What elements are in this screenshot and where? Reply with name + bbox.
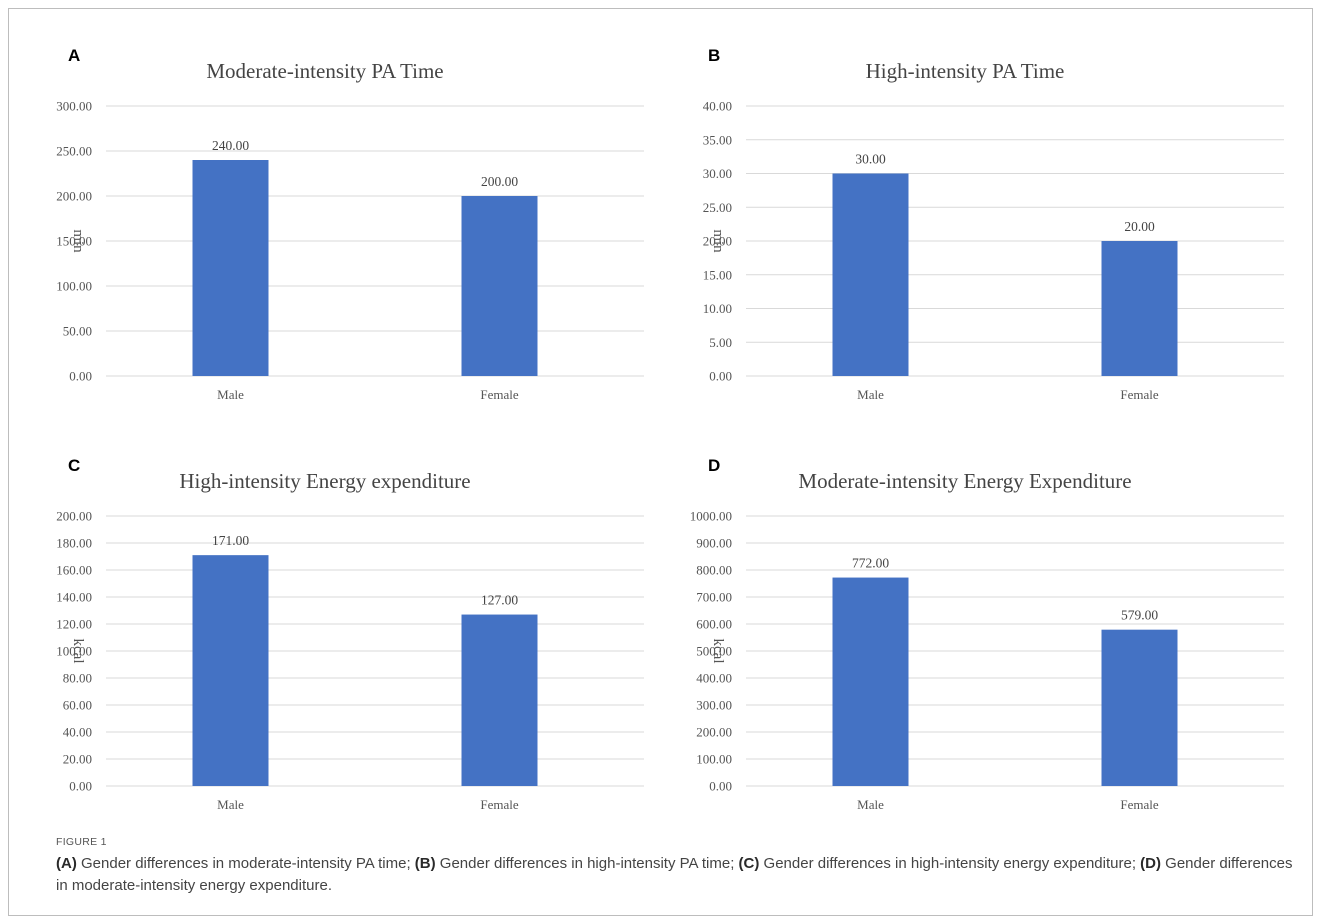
y-axis-label-d: kcal xyxy=(710,639,726,664)
y-tick-label-c-1: 20.00 xyxy=(63,752,92,767)
y-tick-label-b-7: 35.00 xyxy=(703,132,732,147)
y-tick-label-d-1: 100.00 xyxy=(696,752,732,767)
bar-chart-b: High-intensity PA Time 0.00 5.00 10.00 15.00… xyxy=(703,59,1284,402)
caption-tag-c: (C) xyxy=(738,855,760,872)
y-axis-label-b: min xyxy=(710,229,726,253)
x-tick-label-b-0: Male xyxy=(857,387,884,402)
chart-title-a: Moderate-intensity PA Time xyxy=(206,59,443,83)
y-tick-label-c-4: 80.00 xyxy=(63,671,92,686)
data-label-d-1: 579.00 xyxy=(1121,608,1158,623)
bar-d-male xyxy=(832,577,909,786)
panel-letter-a: A xyxy=(68,46,81,65)
y-tick-label-d-7: 700.00 xyxy=(696,590,732,605)
chart-panel-c: C High-intensity Energy expenditure 0.00 2… xyxy=(10,452,650,857)
y-tick-label-c-0: 0.00 xyxy=(69,779,92,794)
y-tick-label-b-6: 30.00 xyxy=(703,166,732,181)
data-label-c-1: 127.00 xyxy=(481,593,518,608)
data-label-b-0: 30.00 xyxy=(855,152,886,167)
y-tick-label-c-8: 160.00 xyxy=(56,563,92,578)
data-label-a-0: 240.00 xyxy=(212,138,249,153)
y-axis-label-a: min xyxy=(70,229,86,253)
caption-tag-d: (D) xyxy=(1140,855,1161,872)
x-tick-label-c-1: Female xyxy=(480,797,518,812)
y-tick-label-a-0: 0.00 xyxy=(69,369,92,384)
y-tick-label-c-6: 120.00 xyxy=(56,617,92,632)
y-tick-label-a-6: 300.00 xyxy=(56,99,92,114)
x-tick-label-a-0: Male xyxy=(217,387,244,402)
chart-title-b: High-intensity PA Time xyxy=(866,59,1065,83)
y-tick-label-b-8: 40.00 xyxy=(703,99,732,114)
y-tick-label-d-3: 300.00 xyxy=(696,698,732,713)
panel-letter-c: C xyxy=(68,456,81,475)
y-tick-label-c-7: 140.00 xyxy=(56,590,92,605)
y-tick-label-d-0: 0.00 xyxy=(709,779,732,794)
caption-part-c: Gender differences in high-intensity ene… xyxy=(759,855,1141,872)
x-tick-label-d-0: Male xyxy=(857,797,884,812)
data-label-b-1: 20.00 xyxy=(1124,219,1155,234)
y-axis-label-c: kcal xyxy=(70,639,86,664)
caption-tag-b: (B) xyxy=(414,855,436,872)
y-tick-label-a-3: 150.00 xyxy=(56,234,92,249)
bar-chart-c: High-intensity Energy expenditure 0.00 20.… xyxy=(56,469,644,812)
y-tick-label-c-5: 100.00 xyxy=(56,644,92,659)
y-tick-label-b-1: 5.00 xyxy=(709,335,732,350)
chart-panel-b: B High-intensity PA Time 0.00 5.00 10.00 15.… xyxy=(650,42,1290,447)
caption-part-a: Gender differences in moderate-intensity… xyxy=(76,855,415,872)
bar-b-female xyxy=(1101,241,1178,376)
y-tick-label-b-2: 10.00 xyxy=(703,301,732,316)
chart-title-d: Moderate-intensity Energy Expenditure xyxy=(798,469,1131,493)
data-label-a-1: 200.00 xyxy=(481,174,518,189)
bar-a-male xyxy=(192,160,269,376)
x-tick-label-b-1: Female xyxy=(1120,387,1158,402)
data-label-d-0: 772.00 xyxy=(852,556,889,571)
data-label-c-0: 171.00 xyxy=(212,533,249,548)
caption-part-d: Gender differences in moderate-intensity… xyxy=(56,855,1293,894)
y-tick-label-a-1: 50.00 xyxy=(63,324,92,339)
y-tick-label-d-6: 600.00 xyxy=(696,617,732,632)
y-tick-label-d-5: 500.00 xyxy=(696,644,732,659)
y-tick-label-b-3: 15.00 xyxy=(703,267,732,282)
y-tick-label-c-2: 40.00 xyxy=(63,725,92,740)
panel-letter-b: B xyxy=(708,46,721,65)
y-tick-label-d-4: 400.00 xyxy=(696,671,732,686)
x-tick-label-d-1: Female xyxy=(1120,797,1158,812)
figure-label: FIGURE 1 xyxy=(56,836,107,848)
caption-text: (A) Gender differences in moderate-inten… xyxy=(56,853,1296,897)
chart-panel-a: A Moderate-intensity PA Time 0.00 50.00 100… xyxy=(10,42,650,447)
x-tick-label-c-0: Male xyxy=(217,797,244,812)
caption-part-b: Gender differences in high-intensity PA … xyxy=(435,855,739,872)
y-tick-label-d-10: 1000.00 xyxy=(690,509,732,524)
y-tick-label-a-4: 200.00 xyxy=(56,189,92,204)
y-tick-label-d-9: 900.00 xyxy=(696,536,732,551)
bar-c-female xyxy=(461,614,538,786)
bar-chart-d: Moderate-intensity Energy Expenditure 0.0… xyxy=(690,469,1284,812)
bar-c-male xyxy=(192,555,269,786)
y-tick-label-b-0: 0.00 xyxy=(709,369,732,384)
y-tick-label-a-2: 100.00 xyxy=(56,279,92,294)
y-tick-label-c-10: 200.00 xyxy=(56,509,92,524)
bar-d-female xyxy=(1101,629,1178,786)
caption-tag-a: (A) xyxy=(56,855,77,872)
y-tick-label-d-2: 200.00 xyxy=(696,725,732,740)
y-tick-label-b-5: 25.00 xyxy=(703,200,732,215)
bar-b-male xyxy=(832,173,909,376)
figure-caption: FIGURE 1 (A) Gender differences in moder… xyxy=(56,836,1296,897)
panel-letter-d: D xyxy=(708,456,721,475)
y-tick-label-a-5: 250.00 xyxy=(56,144,92,159)
y-tick-label-d-8: 800.00 xyxy=(696,563,732,578)
x-tick-label-a-1: Female xyxy=(480,387,518,402)
y-tick-label-c-9: 180.00 xyxy=(56,536,92,551)
y-tick-label-b-4: 20.00 xyxy=(703,234,732,249)
chart-title-c: High-intensity Energy expenditure xyxy=(179,469,470,493)
chart-panel-d: D Moderate-intensity Energy Expenditure 0… xyxy=(650,452,1290,857)
bar-chart-a: Moderate-intensity PA Time 0.00 50.00 100.0… xyxy=(56,59,644,402)
y-tick-label-c-3: 60.00 xyxy=(63,698,92,713)
bar-a-female xyxy=(461,196,538,376)
